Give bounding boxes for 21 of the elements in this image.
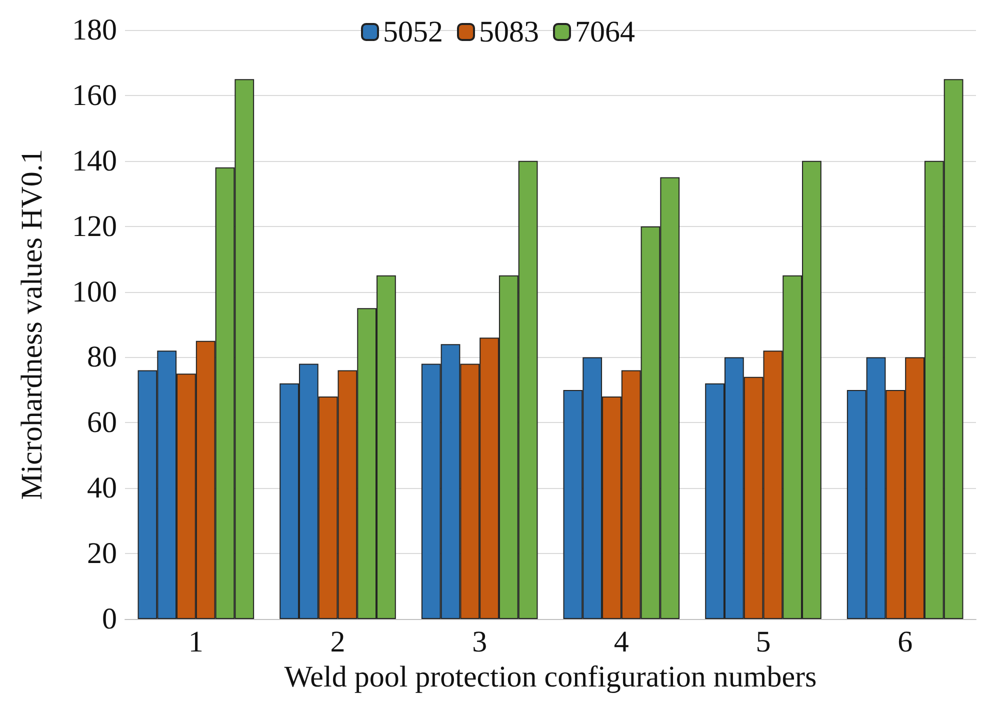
y-tick-label: 100 [72, 275, 117, 308]
y-tick-label: 20 [87, 537, 117, 570]
y-tick-label: 0 [102, 602, 117, 636]
y-axis-title: Microhardness values HV0.1 [16, 149, 48, 500]
x-tick-label: 2 [330, 626, 346, 658]
y-tick-label: 160 [72, 78, 117, 112]
x-axis-title: Weld pool protection configuration numbers [284, 660, 817, 694]
y-tick-label: 120 [72, 210, 117, 243]
y-tick-label: 180 [72, 14, 117, 46]
legend-label: 7064 [575, 16, 635, 48]
x-tick-label: 4 [614, 626, 629, 658]
y-tick-label: 60 [87, 406, 117, 440]
x-tick-label: 1 [188, 626, 204, 658]
x-tick-label: 5 [756, 626, 771, 658]
y-tick-label: 140 [72, 144, 117, 178]
legend-label: 5052 [383, 16, 443, 48]
y-tick-label: 40 [87, 472, 117, 505]
x-tick-label: 6 [898, 626, 913, 658]
legend-label: 5083 [479, 16, 539, 48]
y-tick-label: 80 [87, 340, 117, 374]
x-tick-label: 3 [472, 626, 488, 658]
